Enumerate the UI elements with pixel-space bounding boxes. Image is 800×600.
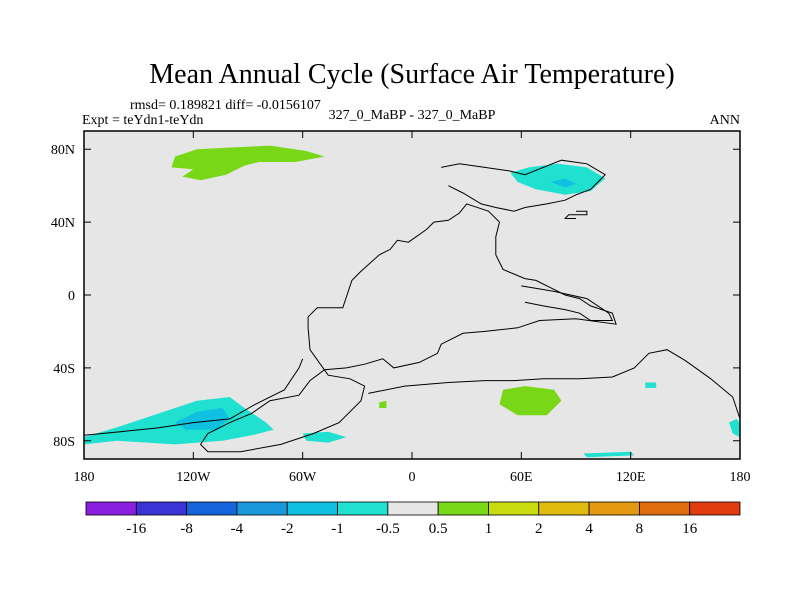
x-tick-label: 120E xyxy=(616,470,646,485)
colorbar-label: -0.5 xyxy=(376,521,400,537)
x-tick-label: 60E xyxy=(510,470,533,485)
stats-label: rmsd= 0.189821 diff= -0.0156107 xyxy=(130,98,321,113)
coastline-continent-outline xyxy=(199,203,617,453)
colorbar-swatch xyxy=(588,501,640,516)
region-south-warm xyxy=(499,386,562,416)
coastline-east-arm xyxy=(521,285,614,321)
colorbar-swatch xyxy=(689,501,741,516)
y-tick-label: 0 xyxy=(68,289,75,304)
region-south-bottom-cool xyxy=(583,451,635,458)
region-south-small-cool-1 xyxy=(302,431,347,443)
region-east-cool-2 xyxy=(645,382,657,388)
colorbar-label: 4 xyxy=(585,521,593,537)
colorbar-label: 2 xyxy=(535,521,543,537)
y-tick-label: 40S xyxy=(53,362,75,377)
coastline-antarctic-coast xyxy=(83,358,304,436)
colorbar-label: -1 xyxy=(331,521,344,537)
colorbar-swatch xyxy=(538,501,590,516)
plot-area: 180 120W 60W 0 60E 120E 180 80N 40N 0 40S 80S xyxy=(51,130,751,485)
colorbar: -16 -8 -4 -2 -1 -0.5 0.5 1 2 4 8 16 xyxy=(85,501,741,537)
x-axis: 180 120W 60W 0 60E 120E 180 xyxy=(74,131,751,485)
colorbar-swatch xyxy=(186,501,238,516)
period-label: 327_0_MaBP - 327_0_MaBP xyxy=(329,108,496,123)
x-tick-label: 60W xyxy=(289,470,317,485)
coastline-east-peninsula xyxy=(563,210,588,219)
region-greenland-warm xyxy=(171,145,325,181)
chart-title: Mean Annual Cycle (Surface Air Temperatu… xyxy=(149,59,674,90)
colorbar-label: 16 xyxy=(682,521,698,537)
colorbar-swatch xyxy=(387,501,439,516)
x-tick-label: 180 xyxy=(730,470,751,485)
region-south-small-warm xyxy=(379,400,387,408)
coastline-southern-coast xyxy=(368,349,741,420)
colorbar-label: -16 xyxy=(126,521,146,537)
colorbar-label: -8 xyxy=(180,521,193,537)
season-label: ANN xyxy=(710,113,740,128)
colorbar-swatch xyxy=(437,501,489,516)
y-tick-label: 80S xyxy=(53,435,75,450)
region-south-atlantic-core xyxy=(175,408,230,430)
coastlines xyxy=(83,159,741,453)
colorbar-label: -4 xyxy=(231,521,244,537)
y-tick-label: 80N xyxy=(51,143,75,158)
y-axis: 80N 40N 0 40S 80S xyxy=(51,143,740,450)
colorbar-label: 1 xyxy=(485,521,493,537)
anomaly-regions xyxy=(84,145,740,458)
colorbar-swatch xyxy=(135,501,188,516)
region-east-cool-1 xyxy=(729,418,740,438)
coastline-arctic-coast xyxy=(441,159,607,212)
colorbar-swatch xyxy=(85,501,137,516)
colorbar-label: -2 xyxy=(281,521,294,537)
x-tick-label: 180 xyxy=(74,470,95,485)
colorbar-label: 8 xyxy=(636,521,644,537)
colorbar-swatch xyxy=(236,501,288,516)
y-tick-label: 40N xyxy=(51,216,75,231)
colorbar-swatch xyxy=(337,501,389,516)
colorbar-swatch xyxy=(488,501,540,516)
colorbar-swatch xyxy=(286,501,338,516)
colorbar-label: 0.5 xyxy=(429,521,448,537)
colorbar-swatch xyxy=(638,501,691,516)
x-tick-label: 120W xyxy=(176,470,211,485)
experiment-label: Expt = teYdn1-teYdn xyxy=(82,113,203,128)
region-south-atlantic-cool xyxy=(84,397,274,445)
region-siberia-core xyxy=(550,178,576,188)
x-tick-label: 0 xyxy=(409,470,416,485)
